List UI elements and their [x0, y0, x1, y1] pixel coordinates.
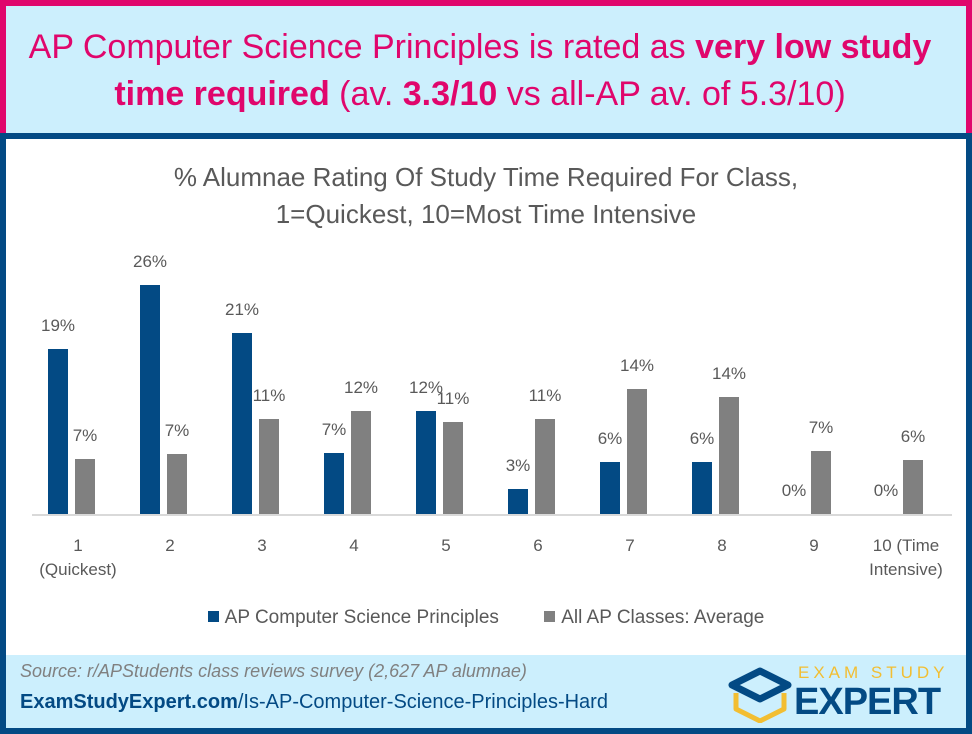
data-label: 19%	[40, 316, 76, 336]
bar-all-ap	[719, 397, 739, 514]
data-label: 6%	[597, 429, 623, 449]
x-tick-label: 4	[349, 536, 359, 555]
legend-item-cs-principles: AP Computer Science Principles	[207, 607, 499, 629]
bar-all-ap	[903, 459, 923, 514]
link-path: /Is-AP-Computer-Science-Principles-Hard	[237, 691, 608, 713]
bar-all-ap	[167, 454, 187, 514]
data-label: 0%	[781, 481, 807, 500]
bar-cs-principles	[508, 489, 528, 514]
data-label: 14%	[619, 356, 655, 376]
x-tick-label: 6	[533, 536, 543, 555]
bar-wrap	[124, 139, 216, 514]
data-label: 12%	[408, 377, 444, 397]
bar-group: 3% 11% 6	[492, 139, 584, 599]
bar-wrap	[492, 139, 584, 514]
data-label: 7%	[164, 421, 190, 441]
bar-wrap	[32, 139, 124, 514]
bar-cs-principles	[48, 349, 68, 514]
x-tick-label: 2	[165, 536, 175, 555]
data-label: 3%	[505, 456, 531, 476]
x-tick-label: 1 (Quickest)	[39, 536, 117, 579]
data-label: 6%	[900, 426, 926, 446]
chart-area: % Alumnae Rating Of Study Time Required …	[6, 139, 966, 650]
headline-text: (av.	[329, 75, 403, 113]
bar-wrap	[860, 139, 952, 514]
bar-group: 6% 14% 8	[676, 139, 768, 599]
bar-all-ap	[535, 419, 555, 514]
data-label: 0%	[873, 481, 899, 500]
bar-group: 12% 11% 5	[400, 139, 492, 599]
graduation-cap-icon	[728, 667, 792, 723]
bar-group: 26% 7% 2	[124, 139, 216, 599]
data-label: 7%	[321, 419, 347, 439]
data-label: 11%	[252, 386, 286, 406]
bar-wrap	[216, 139, 308, 514]
article-link[interactable]: ExamStudyExpert.com/Is-AP-Computer-Scien…	[20, 691, 608, 714]
x-tick-label: 5	[441, 536, 451, 555]
data-label: 7%	[808, 417, 834, 437]
headline: AP Computer Science Principles is rated …	[0, 24, 960, 118]
data-label: 6%	[689, 429, 715, 449]
link-domain: ExamStudyExpert.com	[20, 691, 238, 713]
data-label: 11%	[528, 386, 562, 406]
bar-group: 0% 7% 9	[768, 139, 860, 599]
bar-cs-principles	[416, 410, 436, 514]
bar-all-ap	[351, 410, 371, 514]
bar-wrap	[768, 139, 860, 514]
footer: Source: r/APStudents class reviews surve…	[6, 655, 966, 728]
bar-all-ap	[627, 389, 647, 514]
bar-cs-principles	[692, 462, 712, 514]
chart-title-line2: 1=Quickest, 10=Most Time Intensive	[275, 199, 697, 229]
bar-wrap	[308, 139, 400, 514]
bar-group: 0% 6% 10 (Time Intensive)	[860, 139, 952, 599]
x-tick-label: 7	[625, 536, 635, 555]
bar-cs-principles	[600, 462, 620, 514]
headline-text: AP Computer Science Principles is rated …	[28, 28, 696, 66]
headline-text: vs all-AP av. of 5.3/10)	[497, 75, 846, 113]
headline-banner	[0, 0, 972, 134]
legend-swatch-blue	[207, 611, 219, 622]
headline-score: 3.3/10	[402, 75, 498, 113]
bar-all-ap	[811, 450, 831, 514]
data-label: 26%	[132, 252, 168, 272]
legend-swatch-gray	[544, 611, 556, 622]
logo-wordmark: EXPERT	[794, 681, 941, 723]
bar-wrap	[676, 139, 768, 514]
bar-group: 7% 12% 4	[308, 139, 400, 599]
x-tick-label: 10 (Time Intensive)	[869, 536, 943, 579]
bar-cs-principles	[140, 285, 160, 514]
data-label: 12%	[343, 377, 379, 397]
x-axis-line	[32, 514, 952, 516]
bar-wrap	[400, 139, 492, 514]
bar-all-ap	[259, 419, 279, 514]
bar-group: 19% 7% 1 (Quickest)	[32, 139, 124, 599]
x-tick-label: 3	[257, 536, 267, 555]
chart-frame	[0, 133, 972, 734]
chart-title: % Alumnae Rating Of Study Time Required …	[6, 159, 966, 233]
chart-title-line1: % Alumnae Rating Of Study Time Required …	[173, 162, 799, 192]
plot-area: 19% 7% 1 (Quickest) 26% 7% 2 21% 11% 3 7% 12% 4 12% 11…	[32, 139, 952, 650]
legend-label: All AP Classes: Average	[561, 607, 765, 628]
bar-all-ap	[75, 458, 95, 514]
data-label: 21%	[224, 300, 260, 320]
legend-label: AP Computer Science Principles	[224, 607, 499, 628]
bar-wrap	[584, 139, 676, 514]
bar-group: 6% 14% 7	[584, 139, 676, 599]
headline-emphasis: very low study time required	[114, 28, 932, 113]
x-tick-label: 8	[717, 536, 727, 555]
legend: AP Computer Science Principles All AP Cl…	[6, 607, 966, 629]
legend-item-all-ap: All AP Classes: Average	[544, 607, 764, 629]
data-label: 7%	[72, 425, 98, 445]
source-note: Source: r/APStudents class reviews surve…	[20, 661, 527, 681]
data-label: 11%	[436, 388, 470, 408]
x-tick-label: 9	[809, 536, 819, 555]
bar-group: 21% 11% 3	[216, 139, 308, 599]
bar-all-ap	[443, 421, 463, 514]
data-label: 14%	[711, 364, 747, 384]
logo-tagline: EXAM STUDY	[798, 663, 949, 682]
bar-cs-principles	[232, 333, 252, 514]
bar-cs-principles	[324, 452, 344, 514]
brand-logo: EXAM STUDY EXPERT	[728, 661, 952, 723]
